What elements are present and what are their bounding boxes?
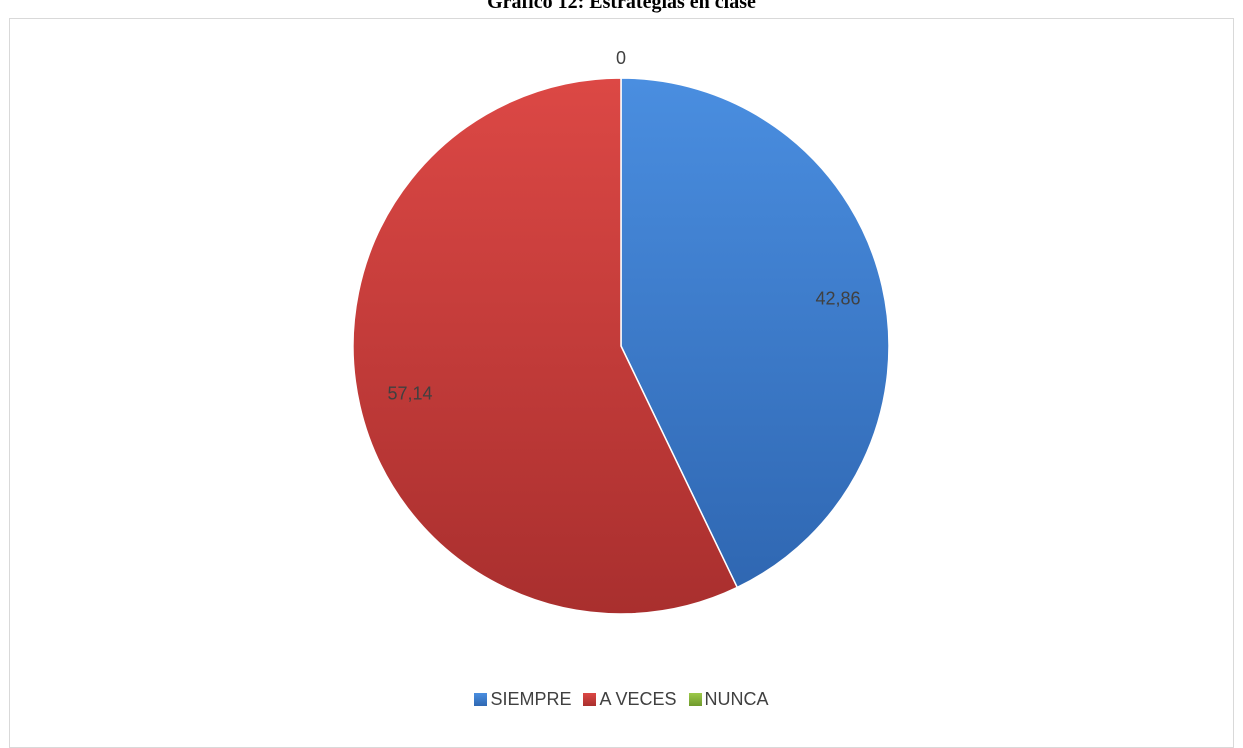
chart-legend: SIEMPRE A VECES NUNCA xyxy=(0,689,1243,710)
legend-item-nunca: NUNCA xyxy=(688,689,769,710)
data-label-siempre: 42,86 xyxy=(815,288,860,308)
legend-label-siempre: SIEMPRE xyxy=(490,689,572,709)
pie-slice-siempre xyxy=(620,77,890,589)
pie-slice-a-veces xyxy=(352,77,739,615)
legend-item-a-veces: A VECES xyxy=(583,689,677,710)
chart-title: Gráfico 12: Estrategias en clase xyxy=(487,0,756,13)
data-label-a-veces: 57,14 xyxy=(387,384,432,404)
legend-label-nunca: NUNCA xyxy=(704,689,769,709)
legend-swatch-nunca xyxy=(688,693,702,706)
data-label-nunca: 0 xyxy=(616,48,626,68)
legend-item-siempre: SIEMPRE xyxy=(474,689,571,710)
legend-swatch-a-veces xyxy=(583,693,597,706)
legend-label-a-veces: A VECES xyxy=(599,689,677,709)
legend-swatch-siempre xyxy=(474,693,488,706)
